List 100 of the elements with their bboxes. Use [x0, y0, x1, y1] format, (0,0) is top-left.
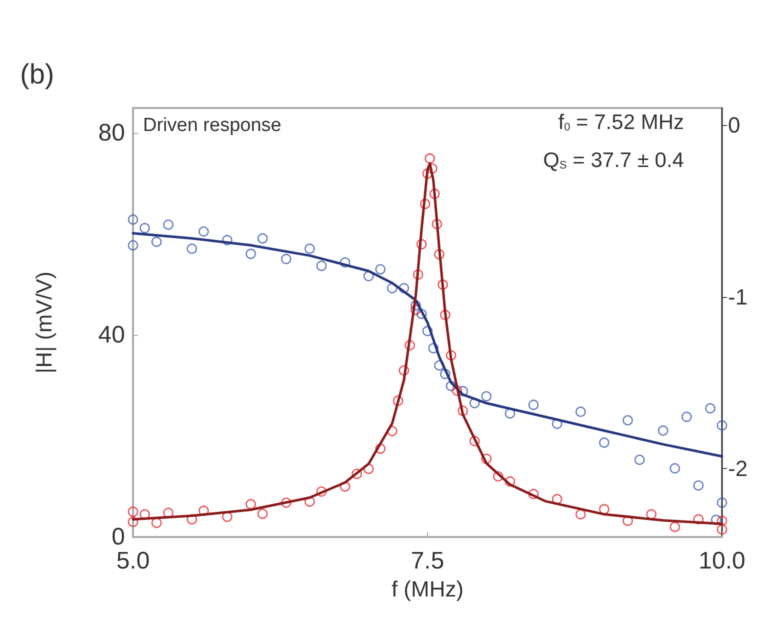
point — [576, 406, 586, 417]
point — [128, 506, 138, 517]
point — [416, 239, 427, 250]
point — [429, 188, 440, 199]
point — [458, 386, 468, 396]
x-axis-title: f (MHz) — [391, 576, 464, 602]
point — [446, 350, 456, 360]
point — [599, 504, 610, 514]
point — [446, 380, 456, 392]
point — [375, 444, 386, 454]
point — [316, 486, 327, 497]
annotation: f0 = 7.52 MHz — [558, 111, 684, 134]
point — [434, 249, 444, 260]
point — [552, 494, 562, 504]
point — [452, 385, 462, 396]
point — [128, 214, 138, 225]
point — [599, 437, 610, 448]
point — [481, 391, 492, 402]
y-tick-label: 0 — [112, 524, 125, 550]
point — [281, 254, 292, 264]
point — [404, 340, 415, 350]
point — [128, 516, 138, 528]
point — [410, 304, 421, 316]
point — [222, 512, 232, 522]
point — [682, 412, 692, 422]
point — [493, 471, 504, 482]
point — [658, 425, 668, 436]
point — [710, 514, 722, 525]
line-series — [132, 232, 724, 458]
point — [422, 326, 433, 336]
point — [469, 436, 480, 446]
point — [670, 463, 680, 474]
y2-tick-label: -2 — [728, 456, 748, 481]
point — [163, 508, 174, 518]
point — [398, 365, 410, 376]
point — [281, 498, 292, 508]
point — [458, 406, 468, 416]
point — [151, 518, 162, 528]
point — [528, 400, 539, 410]
point — [420, 198, 430, 210]
point — [246, 248, 256, 260]
point — [352, 468, 362, 480]
point — [646, 509, 656, 520]
x-tick-label: 10.0 — [698, 548, 746, 574]
y-axis-title: |H| (mV/V) — [32, 272, 56, 374]
point — [693, 514, 704, 524]
point — [198, 506, 209, 516]
point — [716, 420, 728, 431]
point — [716, 516, 728, 526]
point — [528, 488, 539, 500]
point — [434, 360, 444, 371]
point — [412, 269, 424, 280]
point — [151, 236, 162, 247]
x-tick-label: 7.5 — [410, 548, 444, 574]
point — [198, 226, 209, 237]
point — [424, 153, 436, 164]
text: (b) — [20, 58, 54, 90]
point — [304, 244, 315, 254]
point — [340, 481, 350, 492]
point — [481, 454, 492, 464]
point — [634, 454, 645, 465]
point — [392, 396, 404, 406]
y-tick-label: 40 — [98, 322, 125, 349]
point — [140, 509, 150, 520]
y2-tick-label: 0 — [728, 112, 740, 138]
point — [440, 368, 450, 380]
annotation: QS = 37.7 ± 0.4 — [543, 149, 684, 172]
point — [186, 514, 198, 524]
point — [438, 280, 448, 290]
point — [705, 403, 716, 414]
point — [186, 244, 198, 254]
annotation: Driven response — [143, 115, 282, 136]
point — [340, 257, 350, 268]
point — [222, 234, 232, 246]
point — [140, 222, 150, 234]
point — [670, 522, 680, 532]
point — [576, 509, 586, 520]
point — [316, 260, 327, 272]
point — [163, 220, 174, 230]
point — [416, 308, 427, 320]
point — [504, 476, 516, 487]
point — [504, 408, 516, 419]
point — [246, 499, 256, 510]
point — [257, 508, 268, 519]
point — [375, 264, 386, 274]
point — [432, 218, 442, 230]
point — [128, 240, 138, 250]
point — [428, 343, 439, 354]
x-tick-label: 5.0 — [116, 548, 150, 574]
point — [693, 480, 704, 491]
point — [363, 271, 374, 282]
point — [622, 415, 633, 426]
y2-tick-label: -1 — [728, 284, 748, 310]
point — [716, 524, 728, 535]
point — [398, 283, 410, 294]
point — [257, 233, 268, 244]
y-tick-label: 80 — [98, 120, 125, 147]
point — [440, 310, 450, 320]
point — [410, 300, 421, 310]
point — [716, 498, 728, 508]
